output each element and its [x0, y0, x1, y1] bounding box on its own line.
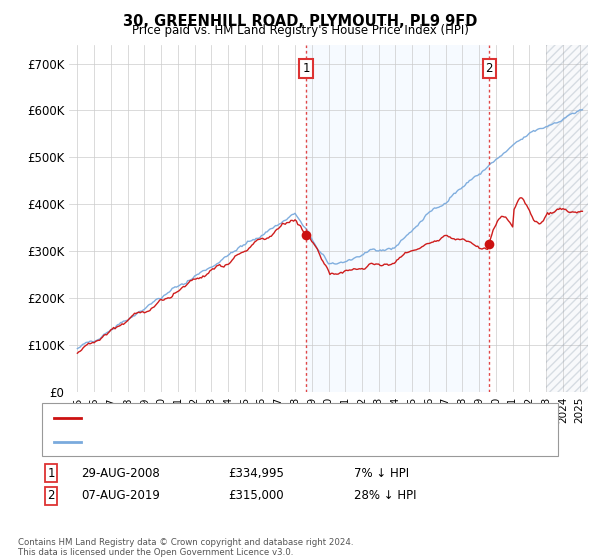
Text: Price paid vs. HM Land Registry's House Price Index (HPI): Price paid vs. HM Land Registry's House …: [131, 24, 469, 37]
Text: 2: 2: [47, 489, 55, 502]
Text: 29-AUG-2008: 29-AUG-2008: [81, 466, 160, 480]
Text: £315,000: £315,000: [228, 489, 284, 502]
Text: 30, GREENHILL ROAD, PLYMOUTH, PL9 9FD: 30, GREENHILL ROAD, PLYMOUTH, PL9 9FD: [123, 14, 477, 29]
Text: 2: 2: [485, 62, 493, 74]
Text: Contains HM Land Registry data © Crown copyright and database right 2024.
This d: Contains HM Land Registry data © Crown c…: [18, 538, 353, 557]
Bar: [306, 45, 489, 392]
Bar: [546, 45, 588, 392]
Text: 1: 1: [47, 466, 55, 480]
Text: 1: 1: [302, 62, 310, 74]
Text: 07-AUG-2019: 07-AUG-2019: [81, 489, 160, 502]
Text: HPI: Average price, detached house, South Hams: HPI: Average price, detached house, Sout…: [84, 437, 353, 447]
Text: 30, GREENHILL ROAD, PLYMOUTH, PL9 9FD (detached house): 30, GREENHILL ROAD, PLYMOUTH, PL9 9FD (d…: [84, 413, 419, 423]
Text: 7% ↓ HPI: 7% ↓ HPI: [354, 466, 409, 480]
Text: 28% ↓ HPI: 28% ↓ HPI: [354, 489, 416, 502]
Text: £334,995: £334,995: [228, 466, 284, 480]
Bar: [546, 45, 588, 392]
